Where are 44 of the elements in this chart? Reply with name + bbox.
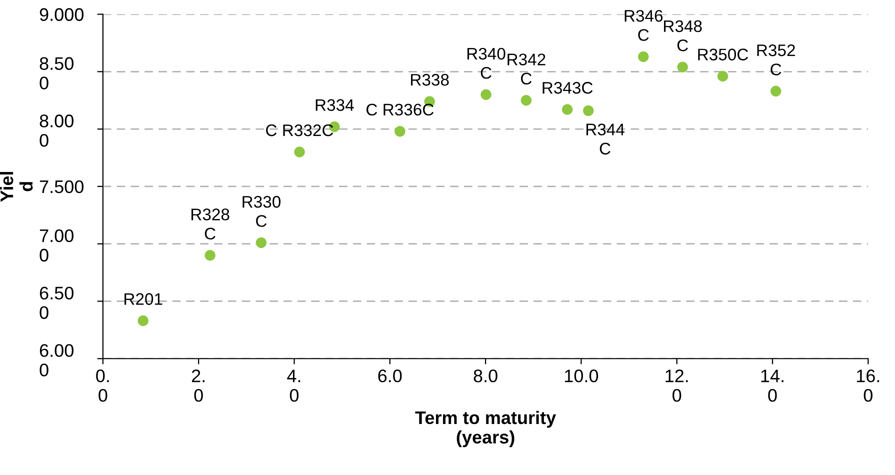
annotation: R340 C xyxy=(467,48,506,79)
annotation: R338 xyxy=(411,74,449,86)
x-tick-label: 8.0 xyxy=(474,370,498,382)
point xyxy=(562,104,573,115)
x-tick-label: 4. 0 xyxy=(287,370,300,402)
point xyxy=(138,315,148,326)
annotation: R201 xyxy=(124,293,162,305)
annotation: R346 C xyxy=(624,10,663,41)
y-axis-title: Yiel d xyxy=(0,172,33,202)
annotation: R344 C xyxy=(586,124,624,155)
point xyxy=(677,62,688,72)
annotation: R350C xyxy=(698,48,748,60)
y-tick-label: 7.500 xyxy=(40,180,84,194)
annotation: R328 C xyxy=(192,208,230,240)
y-tick-label: 8.00 0 xyxy=(40,114,74,147)
y-tick-label: 8.50 0 xyxy=(40,57,74,90)
point xyxy=(583,105,594,116)
x-tick-label: 0. 0 xyxy=(96,370,109,402)
annotation: R343C xyxy=(542,82,593,94)
annotation: R330 C xyxy=(242,196,280,227)
y-tick-label: 6.00 0 xyxy=(40,344,74,376)
point xyxy=(394,126,406,137)
annotation: C R332C xyxy=(266,124,334,136)
y-tick-label: 7.00 0 xyxy=(40,229,74,262)
x-tick-label: 2. 0 xyxy=(192,370,204,402)
x-axis-title: Term to maturity (years) xyxy=(415,410,556,448)
point xyxy=(256,237,267,248)
x-tick-label: 12. 0 xyxy=(666,370,688,402)
point xyxy=(717,70,728,82)
annotation: R352 C xyxy=(757,44,795,76)
x-tick-label: 14. 0 xyxy=(761,370,784,402)
x-tick-label: 16. 0 xyxy=(856,370,880,402)
annotation: R334 xyxy=(316,99,354,111)
x-tick-label: 6.0 xyxy=(378,370,402,382)
point xyxy=(770,86,782,97)
x-tick-label: 10.0 xyxy=(565,370,598,382)
annotation: C R336C xyxy=(366,104,434,116)
point xyxy=(204,250,216,261)
y-tick-label: 9.000 xyxy=(40,8,84,21)
point xyxy=(294,146,305,158)
y-tick-label: 6.50 0 xyxy=(40,286,74,319)
point xyxy=(480,89,492,100)
point xyxy=(638,51,649,62)
point xyxy=(520,94,532,106)
